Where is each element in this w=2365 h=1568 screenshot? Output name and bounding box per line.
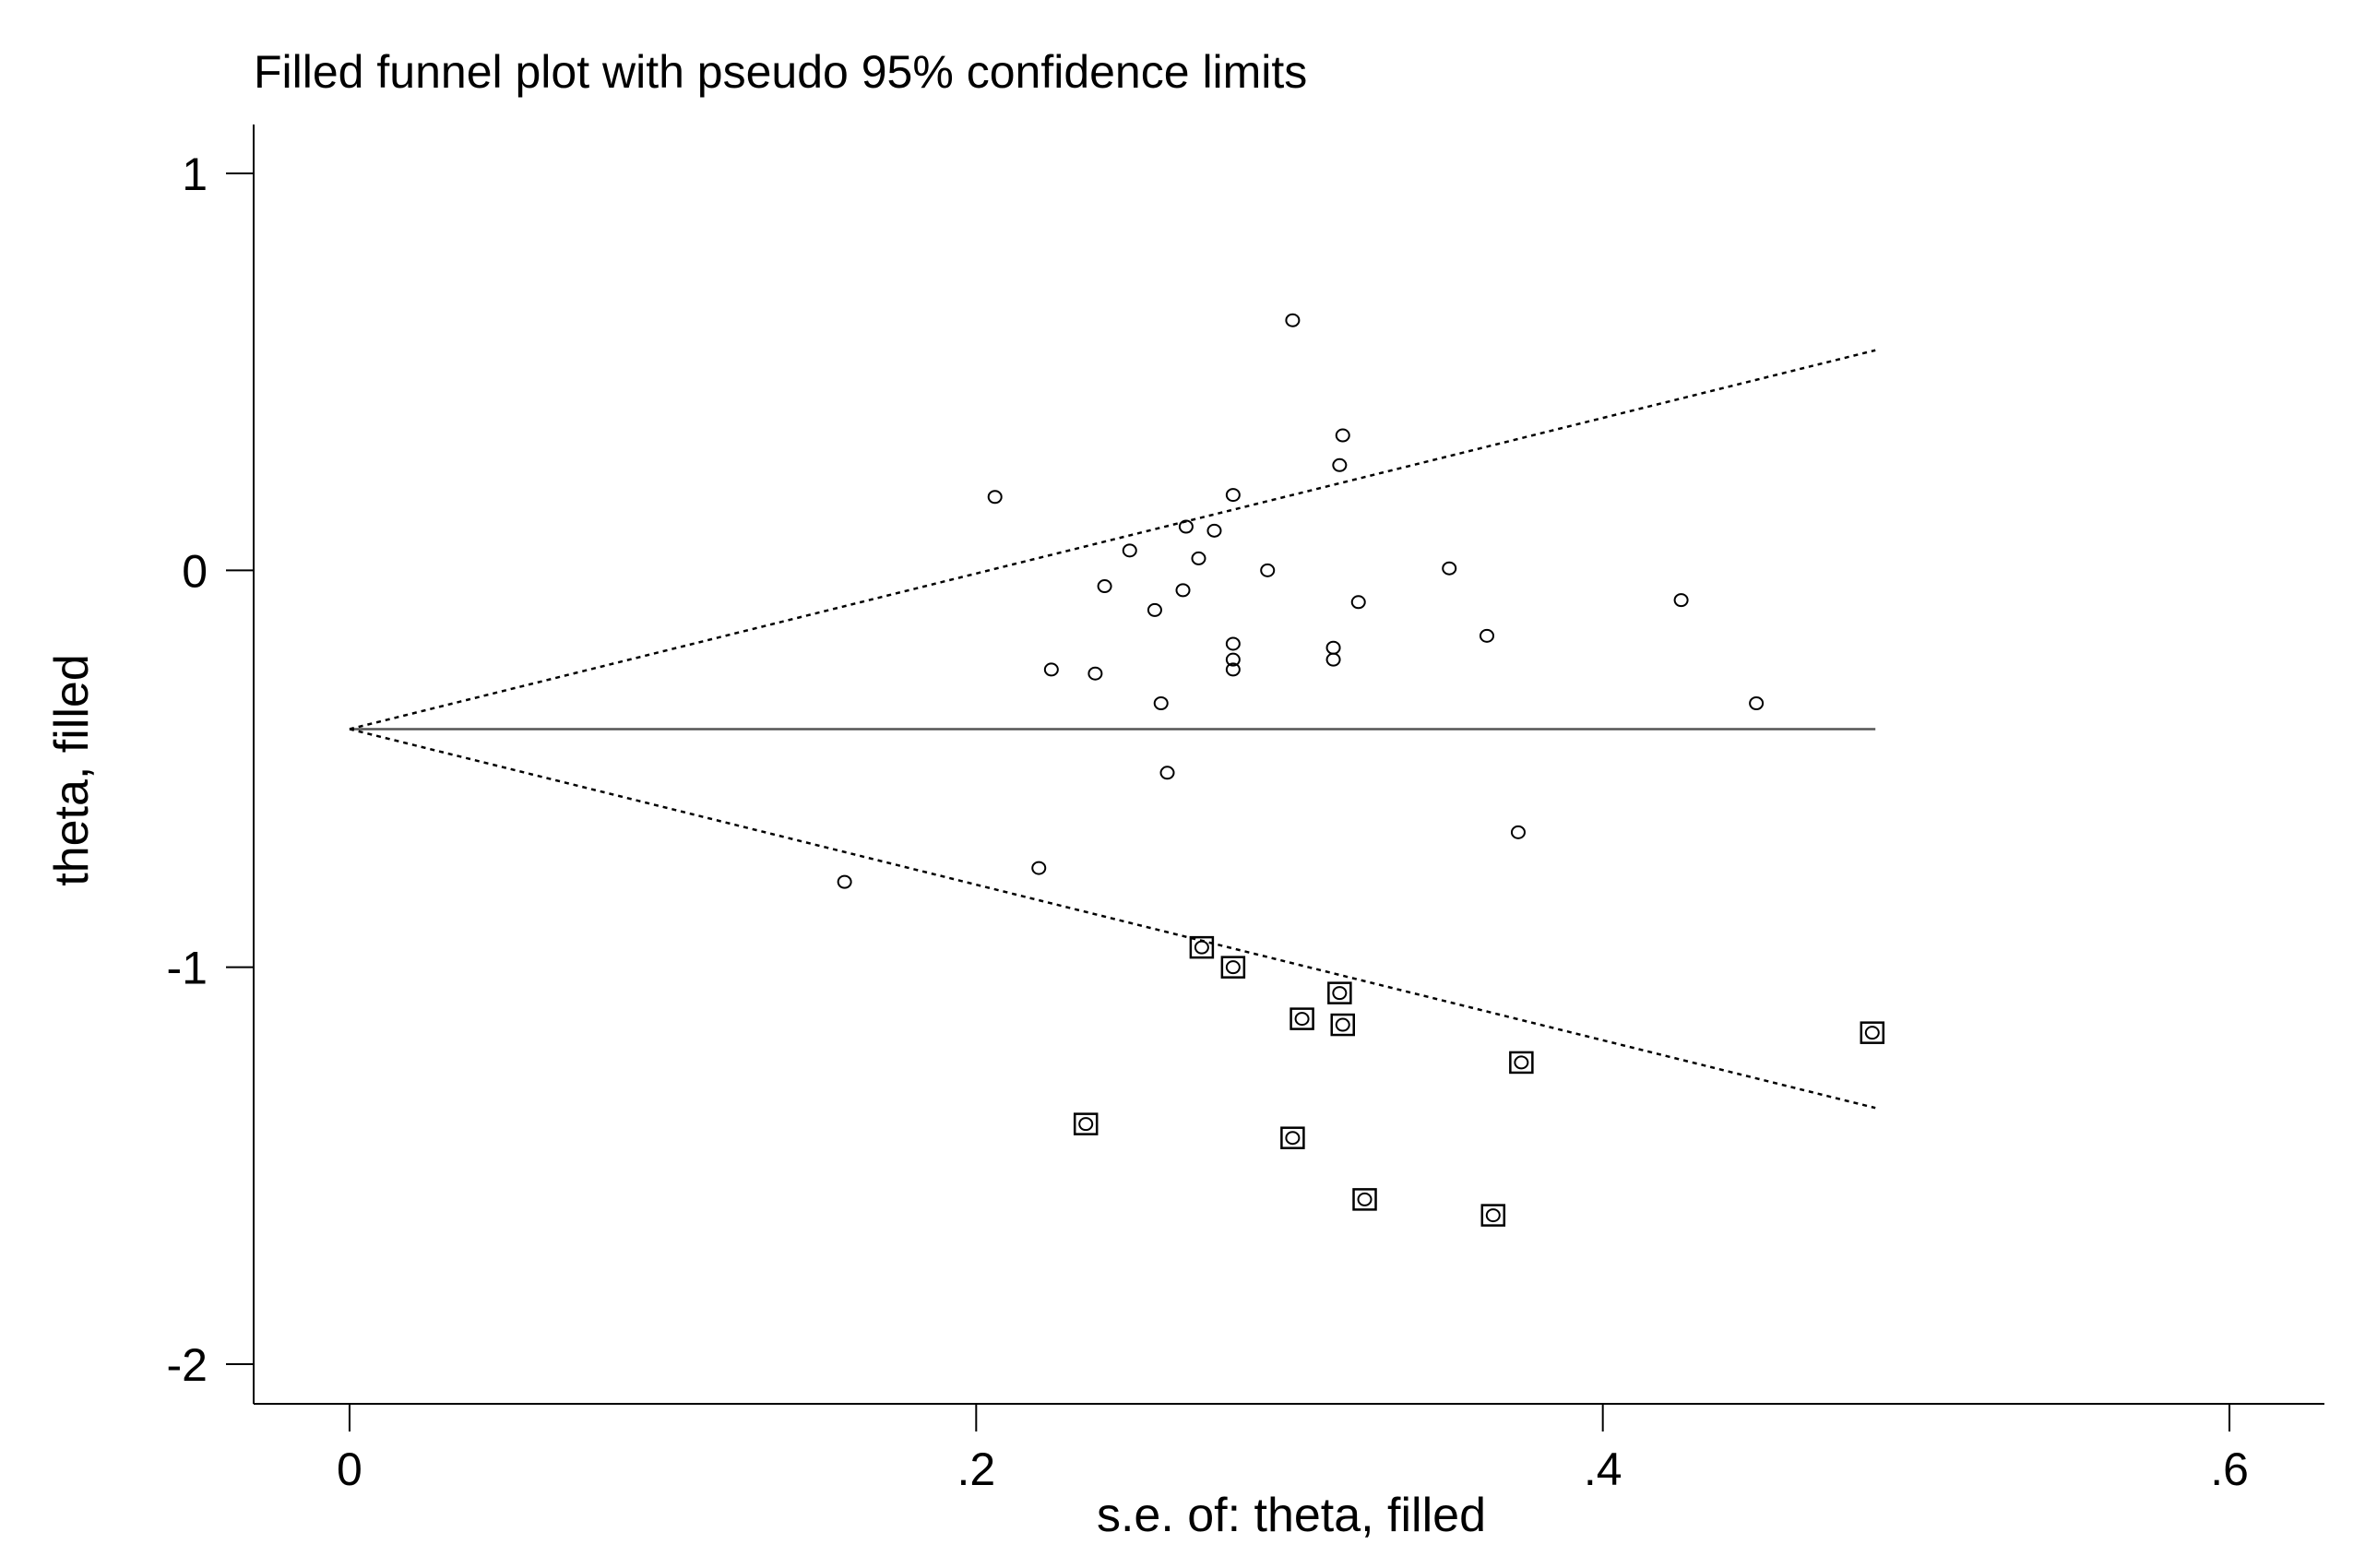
filled-study-point: [1480, 1204, 1506, 1227]
x-tick-label: .6: [2210, 1443, 2249, 1495]
study-point: [1043, 662, 1059, 677]
study-point: [1206, 523, 1222, 538]
filled-study-square: [1330, 1013, 1355, 1037]
filled-study-point: [1352, 1188, 1377, 1211]
x-axis-label: s.e. of: theta, filled: [1097, 1489, 1486, 1542]
study-point: [1031, 861, 1047, 875]
filled-study-circle: [1285, 1131, 1301, 1146]
filled-study-square: [1509, 1051, 1534, 1075]
y-axis-label: theta, filled: [45, 654, 99, 886]
axes: 1 0 -1 -2 0 .2 .4 .6: [167, 125, 2324, 1495]
filled-study-square: [1189, 935, 1215, 959]
study-point: [1325, 640, 1341, 655]
study-point: [1285, 313, 1301, 327]
study-point: [1225, 662, 1241, 677]
filled-study-square: [1327, 981, 1352, 1004]
study-point: [1325, 652, 1341, 667]
study-point: [1335, 428, 1350, 443]
filled-study-circle: [1335, 1017, 1350, 1032]
filled-study-point: [1509, 1051, 1534, 1075]
study-point: [1510, 825, 1526, 839]
x-tick-label: .2: [957, 1443, 995, 1495]
filled-study-point: [1220, 956, 1246, 979]
study-point: [1260, 563, 1276, 577]
filled-study-circle: [1332, 986, 1348, 1001]
study-point: [1350, 595, 1366, 610]
filled-study-circle: [1225, 960, 1241, 975]
study-point: [1332, 457, 1348, 472]
study-point: [837, 874, 852, 889]
study-point: [1159, 766, 1175, 780]
study-point: [1225, 636, 1241, 651]
study-point: [1175, 583, 1191, 598]
filled-study-point: [1073, 1112, 1099, 1135]
filled-study-point: [1860, 1021, 1885, 1044]
y-tick-label: 1: [182, 148, 208, 200]
study-point: [1480, 628, 1494, 643]
study-point: [1122, 543, 1137, 558]
lower-confidence-limit-line: [349, 728, 1876, 1110]
filled-study-circle: [1514, 1055, 1529, 1070]
study-point: [1225, 488, 1241, 503]
filled-study-circle: [1357, 1192, 1373, 1206]
filled-study-square: [1860, 1021, 1885, 1044]
y-tick-label: 0: [182, 545, 208, 597]
study-point: [1673, 593, 1689, 608]
data-points: [837, 313, 1885, 1227]
x-tick-label: 0: [337, 1443, 362, 1495]
x-tick-label: .4: [1584, 1443, 1622, 1495]
study-point: [1087, 666, 1103, 681]
y-tick-label: -1: [167, 943, 208, 994]
study-point: [1749, 695, 1765, 710]
study-point: [1097, 579, 1112, 594]
filled-study-point: [1280, 1126, 1305, 1149]
filled-study-circle: [1864, 1026, 1880, 1040]
filled-study-square: [1480, 1204, 1506, 1227]
study-point: [1147, 602, 1162, 617]
y-tick-label: -2: [167, 1339, 208, 1391]
study-point: [1178, 519, 1194, 534]
filled-study-square: [1220, 956, 1246, 979]
filled-study-circle: [1194, 940, 1209, 955]
filled-study-point: [1330, 1013, 1355, 1037]
study-point: [1191, 551, 1206, 565]
filled-study-square: [1073, 1112, 1099, 1135]
filled-study-point: [1189, 935, 1215, 959]
filled-study-point: [1289, 1007, 1314, 1030]
study-point: [1225, 652, 1241, 667]
study-point: [1153, 695, 1169, 710]
filled-study-circle: [1078, 1117, 1094, 1132]
filled-study-point: [1327, 981, 1352, 1004]
filled-study-circle: [1294, 1012, 1310, 1027]
filled-study-square: [1280, 1126, 1305, 1149]
filled-study-square: [1289, 1007, 1314, 1030]
upper-confidence-limit-line: [349, 349, 1876, 731]
study-point: [1442, 561, 1457, 576]
funnel-lines: [349, 349, 1876, 1110]
chart-title: Filled funnel plot with pseudo 95% confi…: [254, 46, 1307, 98]
study-point: [987, 490, 1003, 505]
filled-study-square: [1352, 1188, 1377, 1211]
filled-study-circle: [1485, 1208, 1501, 1223]
